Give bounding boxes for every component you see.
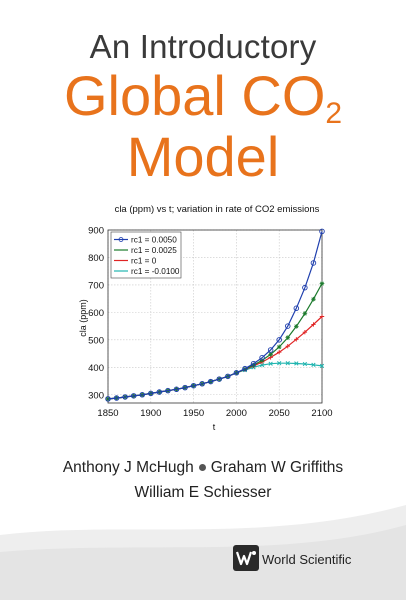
title-line-1: An Introductory xyxy=(89,28,317,65)
y-tick-label: 700 xyxy=(88,280,104,291)
title-line-2: Global CO2 xyxy=(0,66,406,144)
y-tick-label: 300 xyxy=(88,390,104,401)
data-point xyxy=(165,387,171,394)
data-point xyxy=(319,281,325,286)
data-point xyxy=(276,344,282,350)
data-point xyxy=(294,361,299,366)
y-tick-label: 900 xyxy=(88,226,104,237)
data-point xyxy=(319,363,325,369)
data-point xyxy=(277,349,282,355)
data-point xyxy=(216,376,223,382)
legend-label: rc1 = 0.0050 xyxy=(131,236,177,245)
y-axis-label: cla (ppm) xyxy=(78,299,88,337)
x-axis-label: t xyxy=(213,422,216,432)
data-point xyxy=(207,378,214,385)
data-point xyxy=(285,335,291,340)
data-point xyxy=(311,322,316,327)
data-point xyxy=(259,354,265,361)
chart-title: cla (ppm) vs t; variation in rate of CO2… xyxy=(115,204,320,215)
x-tick-label: 1850 xyxy=(97,408,118,419)
data-point xyxy=(173,386,180,393)
y-tick-label: 600 xyxy=(88,308,104,319)
y-tick-label: 800 xyxy=(88,253,104,264)
data-point xyxy=(130,393,137,399)
authors-line-1: Anthony J McHugh Graham W Griffiths xyxy=(0,459,406,477)
y-tick-label: 400 xyxy=(88,363,104,374)
cover-chart: cla (ppm) vs t; variation in rate of CO2… xyxy=(78,204,333,432)
world-scientific-logo-icon xyxy=(233,545,259,571)
data-point xyxy=(294,337,299,342)
data-point xyxy=(285,361,290,366)
author-3: William E Schiesser xyxy=(134,484,272,501)
title-line-3: Model xyxy=(126,125,280,188)
data-point xyxy=(319,314,325,319)
publisher-name: World Scientific xyxy=(262,552,352,567)
data-point xyxy=(148,390,154,397)
x-tick-label: 2000 xyxy=(226,408,247,419)
data-point xyxy=(268,361,273,366)
data-point xyxy=(294,324,299,329)
data-point xyxy=(319,228,325,235)
data-point xyxy=(268,352,273,357)
bullet-separator xyxy=(198,464,206,472)
data-point xyxy=(302,284,308,291)
data-point xyxy=(311,362,316,367)
data-point xyxy=(225,373,231,380)
data-point xyxy=(156,389,163,395)
data-point xyxy=(259,362,265,368)
title-subscript: 2 xyxy=(325,97,343,130)
data-point xyxy=(139,392,145,398)
data-point xyxy=(302,361,308,367)
series-group xyxy=(105,228,325,402)
legend-label: rc1 = 0.0025 xyxy=(131,246,177,255)
author-2: Graham W Griffiths xyxy=(210,459,344,476)
data-point xyxy=(190,382,197,389)
data-point xyxy=(199,381,205,387)
data-point xyxy=(122,394,128,400)
data-point xyxy=(302,329,308,335)
data-point xyxy=(311,296,316,302)
data-point xyxy=(233,370,240,376)
data-point xyxy=(277,361,282,366)
x-tick-label: 2050 xyxy=(269,408,290,419)
data-point xyxy=(285,343,290,349)
series-rc1-0-0050 xyxy=(105,228,325,402)
y-tick-label: 500 xyxy=(88,335,104,346)
data-point xyxy=(251,362,256,368)
legend-label: rc1 = 0 xyxy=(131,257,157,266)
data-point xyxy=(276,337,282,343)
x-tick-label: 1900 xyxy=(140,408,161,419)
legend-label: rc1 = -0.0100 xyxy=(131,267,180,276)
data-point xyxy=(285,323,291,329)
x-tick-label: 2100 xyxy=(311,408,332,419)
axis-ticks: 1850 1900 1950 2000 2050 2100 300 400 500 600 700 8… xyxy=(88,226,332,420)
x-tick-label: 1950 xyxy=(183,408,204,419)
data-point xyxy=(242,365,248,372)
data-point xyxy=(310,260,317,266)
data-point xyxy=(113,395,120,401)
legend-marker xyxy=(118,237,124,242)
data-point xyxy=(293,305,300,312)
data-point xyxy=(105,396,111,402)
title-global-co: Global CO xyxy=(63,64,326,127)
author-1: Anthony J McHugh xyxy=(62,459,194,476)
data-point xyxy=(267,347,274,353)
data-point xyxy=(250,360,257,367)
data-point xyxy=(182,384,188,391)
data-point xyxy=(302,311,308,316)
